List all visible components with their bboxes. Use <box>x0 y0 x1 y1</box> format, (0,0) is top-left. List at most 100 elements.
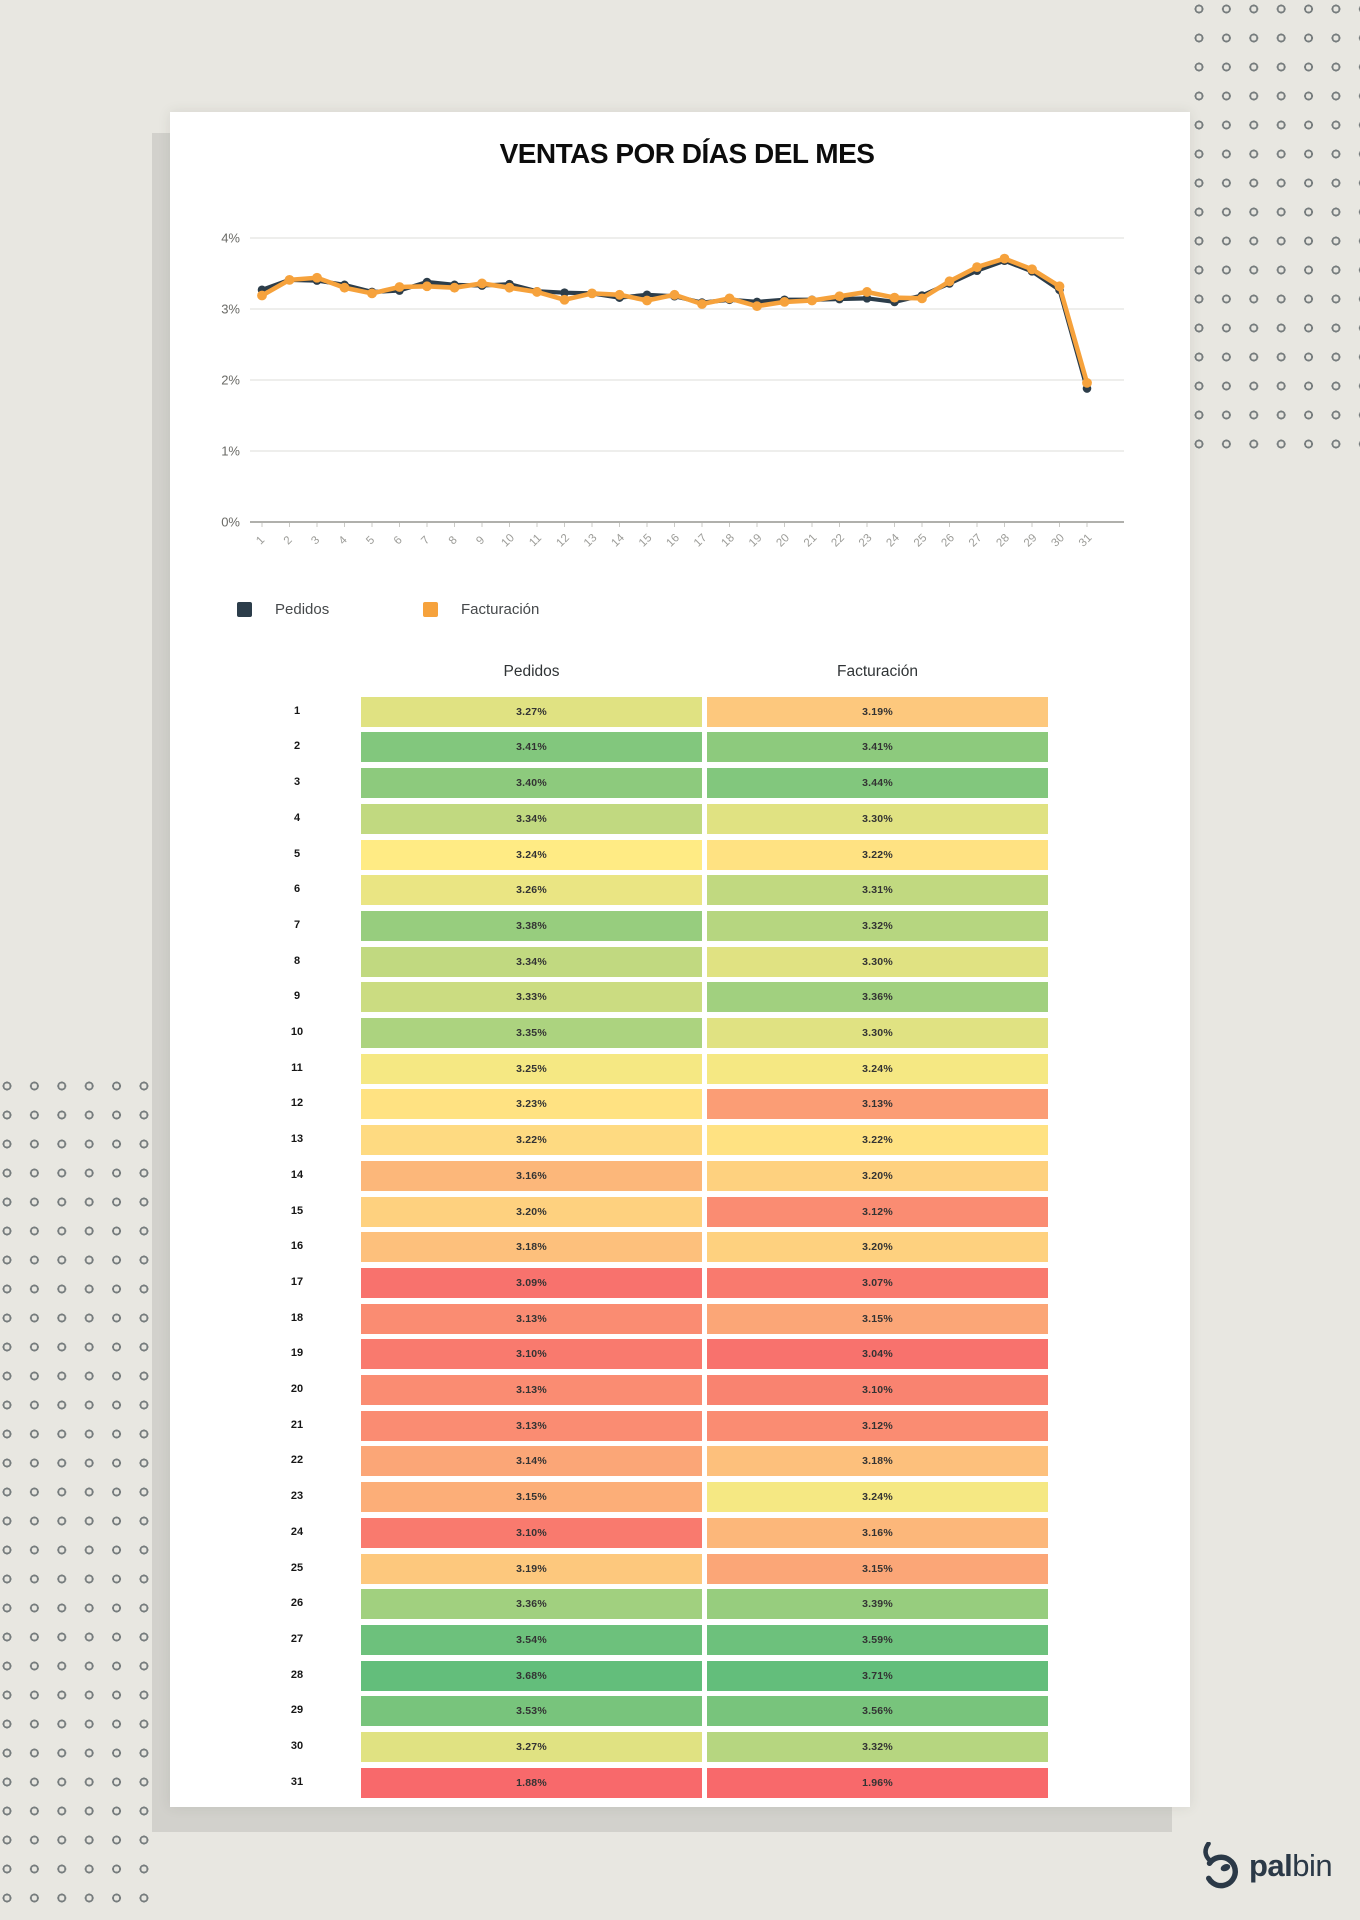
x-axis-label: 5 <box>364 534 377 547</box>
row-number: 11 <box>291 1061 303 1074</box>
facturacion-value-bar: 3.32% <box>707 910 1048 941</box>
pedidos-value-bar: 3.14% <box>361 1446 702 1477</box>
facturacion-value-bar: 3.39% <box>707 1589 1048 1620</box>
facturacion-value-bar: 3.04% <box>707 1339 1048 1370</box>
pedidos-value-bar: 3.36% <box>361 1589 702 1620</box>
facturacion-value-bar: 3.56% <box>707 1696 1048 1727</box>
facturacion-value-bar: 3.12% <box>707 1410 1048 1441</box>
x-axis-label: 19 <box>747 532 765 550</box>
row-number: 24 <box>290 1525 304 1538</box>
table-header-facturacion: Facturación <box>837 663 918 680</box>
pedidos-value-bar: 3.41% <box>361 732 702 763</box>
x-axis-label: 27 <box>967 532 985 550</box>
x-axis-label: 29 <box>1022 532 1040 550</box>
facturacion-value-bar: 3.22% <box>707 839 1048 870</box>
facturacion-value-bar: 3.36% <box>707 982 1048 1013</box>
row-number: 14 <box>290 1168 304 1181</box>
pedidos-value-bar: 3.10% <box>361 1339 702 1370</box>
facturacion-value-bar: 3.22% <box>707 1125 1048 1156</box>
facturacion-value-bar: 3.30% <box>707 803 1048 834</box>
facturacion-point <box>889 292 900 303</box>
x-axis-label: 20 <box>774 532 792 550</box>
facturacion-value-bar: 3.24% <box>707 1482 1048 1513</box>
row-number: 15 <box>290 1204 304 1217</box>
facturacion-value-bar: 3.10% <box>707 1375 1048 1405</box>
pedidos-value-bar: 3.24% <box>361 839 702 870</box>
dot-grid-bottom-left <box>2 1081 162 1920</box>
facturacion-point <box>394 282 405 292</box>
facturacion-point <box>862 287 872 297</box>
x-axis-label: 14 <box>609 532 627 550</box>
y-axis-label: 0% <box>221 515 240 530</box>
row-number: 5 <box>293 847 301 860</box>
pedidos-value-bar: 3.13% <box>361 1303 702 1334</box>
row-number: 1 <box>293 704 301 717</box>
x-axis-label: 18 <box>719 532 737 550</box>
palbin-logo-text: palbin <box>1249 1848 1333 1883</box>
pedidos-value-bar: 3.22% <box>361 1125 702 1156</box>
x-axis-label: 24 <box>884 532 902 550</box>
x-axis-label: 3 <box>309 534 322 547</box>
pedidos-value-bar: 3.09% <box>361 1267 702 1298</box>
pedidos-value-bar: 3.16% <box>361 1160 702 1191</box>
facturacion-swatch-icon <box>423 601 438 617</box>
page-title: VENTAS POR DÍAS DEL MES <box>499 138 875 169</box>
x-axis-label: 22 <box>829 532 847 550</box>
facturacion-value-bar: 3.30% <box>707 1018 1048 1048</box>
row-number: 17 <box>290 1275 304 1288</box>
row-number: 20 <box>290 1383 304 1395</box>
facturacion-value-bar: 3.15% <box>707 1553 1048 1584</box>
report-page: VENTAS POR DÍAS DEL MES 0% 1% 2% 3% 4% 1 2 3 4 5 6… <box>170 112 1190 1807</box>
x-axis-label: 2 <box>282 534 295 547</box>
palbin-logo: palbin <box>1198 1842 1333 1890</box>
row-number: 7 <box>293 918 301 931</box>
x-axis-label: 11 <box>527 532 544 549</box>
palbin-fish-icon <box>1203 1842 1239 1889</box>
y-axis-label: 1% <box>221 444 240 459</box>
y-axis-label: 3% <box>221 302 240 317</box>
x-axis-label: 1 <box>254 534 267 547</box>
facturacion-point <box>917 293 927 304</box>
pedidos-value-bar: 3.26% <box>361 875 702 906</box>
facturacion-point <box>587 288 597 299</box>
pedidos-value-bar: 3.34% <box>361 946 702 977</box>
row-number: 6 <box>293 883 301 896</box>
pedidos-value-bar: 3.19% <box>361 1553 702 1584</box>
row-number: 18 <box>290 1311 304 1324</box>
facturacion-point <box>834 291 845 302</box>
row-number: 27 <box>290 1632 304 1645</box>
row-number: 28 <box>290 1668 304 1681</box>
facturacion-point <box>642 295 652 306</box>
facturacion-value-bar: 3.20% <box>707 1232 1048 1263</box>
pedidos-value-bar: 3.18% <box>361 1232 702 1263</box>
dot-grid-top-right <box>1194 4 1360 458</box>
facturacion-value-bar: 3.41% <box>707 732 1048 763</box>
legend-item-facturacion: Facturación <box>423 601 539 618</box>
facturacion-point <box>312 272 322 283</box>
x-axis-label: 6 <box>392 534 405 547</box>
x-axis-label: 28 <box>994 532 1012 550</box>
facturacion-point <box>257 290 267 301</box>
pedidos-value-bar: 3.27% <box>361 696 702 727</box>
x-axis-label: 31 <box>1077 532 1095 550</box>
facturacion-point <box>972 262 982 273</box>
row-number: 3 <box>293 776 301 789</box>
x-axis-label: 23 <box>857 532 875 550</box>
pedidos-value-bar: 3.53% <box>361 1696 702 1727</box>
facturacion-point <box>779 297 790 307</box>
y-axis-label: 4% <box>221 231 240 246</box>
pedidos-point <box>560 288 569 297</box>
x-axis-label: 21 <box>802 532 820 550</box>
pedidos-line <box>259 258 1090 391</box>
facturacion-value-bar: 3.13% <box>707 1089 1048 1120</box>
facturacion-value-bar: 3.71% <box>707 1660 1048 1691</box>
row-number: 31 <box>290 1775 304 1788</box>
pedidos-value-bar: 3.33% <box>361 982 702 1013</box>
pedidos-value-bar: 3.13% <box>361 1375 702 1405</box>
row-number: 22 <box>290 1454 304 1467</box>
facturacion-value-bar: 3.16% <box>707 1517 1048 1548</box>
facturacion-value-bar: 3.59% <box>707 1624 1048 1655</box>
facturacion-value-bar: 3.19% <box>707 696 1048 727</box>
x-axis-label: 9 <box>474 534 487 547</box>
x-axis-label: 17 <box>692 532 710 550</box>
